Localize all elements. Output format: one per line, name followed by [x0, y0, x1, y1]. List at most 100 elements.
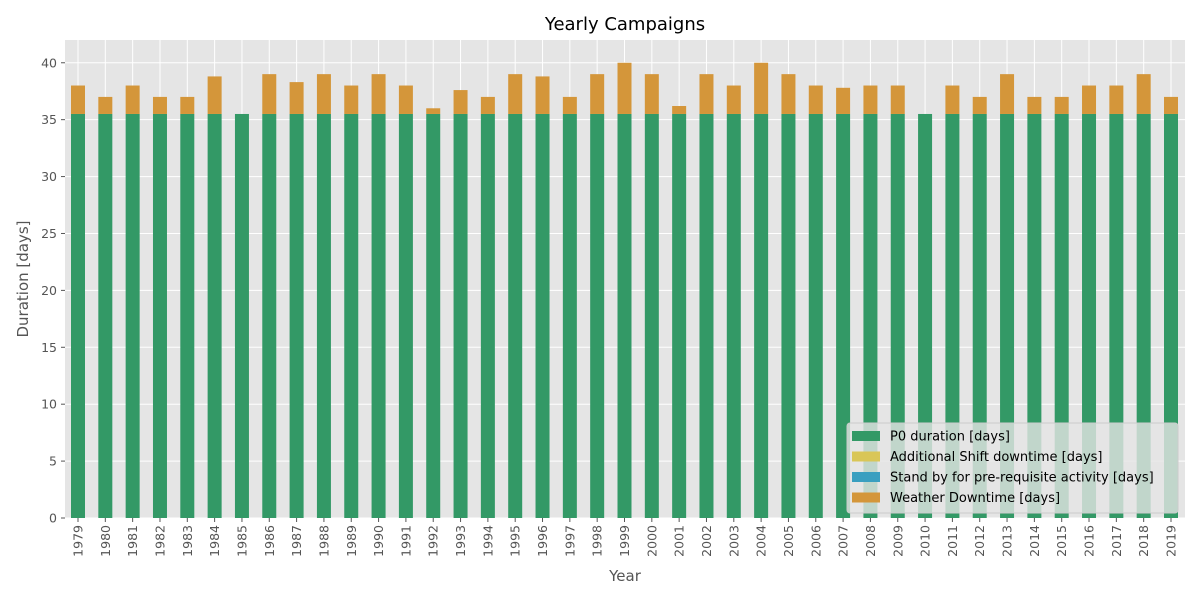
- x-tick-label: 1982: [152, 525, 167, 557]
- bar-segment: [508, 74, 523, 114]
- y-axis-title: Duration [days]: [14, 220, 32, 337]
- bar-segment: [644, 113, 659, 518]
- bar-segment: [836, 87, 851, 114]
- x-tick-label: 1981: [125, 525, 140, 557]
- bar-segment: [699, 113, 714, 518]
- x-tick-label: 1984: [207, 525, 222, 557]
- bar-segment: [71, 113, 85, 518]
- bar-segment: [1136, 74, 1151, 114]
- bar-segment: [590, 74, 605, 114]
- x-tick-label: 2000: [644, 525, 659, 557]
- bar-segment: [535, 113, 550, 518]
- bar-segment: [1027, 113, 1042, 518]
- legend-label: P0 duration [days]: [890, 430, 1010, 445]
- x-tick-label: 1983: [180, 525, 195, 557]
- bar-segment: [207, 113, 222, 518]
- y-tick-label: 5: [49, 454, 57, 469]
- x-tick-label: 2002: [699, 525, 714, 557]
- x-tick-label: 1995: [508, 525, 523, 557]
- legend-swatch: [852, 492, 880, 503]
- bar-segment: [71, 85, 85, 114]
- bar-segment: [836, 113, 851, 518]
- bar-segment: [945, 113, 960, 518]
- bar-segment: [1109, 113, 1124, 518]
- bar-segment: [125, 113, 140, 518]
- bar-segment: [426, 108, 441, 114]
- bar-segment: [535, 76, 550, 114]
- y-tick-label: 0: [49, 511, 57, 526]
- bar-segment: [726, 85, 741, 114]
- bar-segment: [781, 113, 796, 518]
- x-axis-title: Year: [608, 567, 642, 585]
- x-tick-label: 1989: [344, 525, 359, 557]
- bar-segment: [480, 96, 495, 114]
- bar-segment: [1000, 74, 1015, 114]
- x-tick-label: 2012: [972, 525, 987, 557]
- legend-label: Weather Downtime [days]: [890, 491, 1060, 506]
- x-tick-label: 2007: [836, 525, 851, 557]
- bar-segment: [699, 74, 714, 114]
- bar-segment: [371, 113, 386, 518]
- bar-segment: [344, 85, 359, 114]
- bar-segment: [562, 113, 577, 518]
- bar-segment: [918, 113, 933, 518]
- bar-segment: [890, 85, 905, 114]
- x-tick-label: 1998: [590, 525, 605, 557]
- x-tick-label: 2010: [918, 525, 933, 557]
- bar-segment: [972, 96, 987, 114]
- bar-segment: [98, 113, 113, 518]
- bar-segment: [863, 85, 878, 114]
- bar-segment: [180, 96, 195, 114]
- bar-segment: [1082, 85, 1097, 114]
- x-tick-label: 1991: [398, 525, 413, 557]
- bar-segment: [426, 113, 441, 518]
- x-tick-label: 2015: [1054, 525, 1069, 557]
- x-tick-label: 2019: [1164, 525, 1179, 557]
- legend-swatch: [852, 431, 880, 441]
- bar-segment: [398, 113, 413, 518]
- bar-segment: [1000, 113, 1015, 518]
- x-tick-label: 1985: [234, 525, 249, 557]
- bar-segment: [234, 113, 249, 518]
- x-tick-label: 1986: [262, 525, 277, 557]
- bar-segment: [781, 74, 796, 114]
- bar-segment: [808, 113, 823, 518]
- x-tick-label: 1979: [71, 525, 86, 557]
- bar-segment: [344, 113, 359, 518]
- bar-segment: [508, 113, 523, 518]
- x-tick-label: 2001: [672, 525, 687, 557]
- bar-segment: [316, 113, 331, 518]
- y-tick-label: 10: [41, 397, 57, 412]
- x-tick-label: 2013: [1000, 525, 1015, 557]
- y-tick-label: 30: [41, 169, 57, 184]
- chart-title: Yearly Campaigns: [544, 14, 705, 35]
- x-tick-label: 2016: [1082, 525, 1097, 557]
- bar-segment: [262, 113, 277, 518]
- x-tick-label: 2011: [945, 525, 960, 557]
- bar-segment: [316, 74, 331, 114]
- x-tick-label: 1999: [617, 525, 632, 557]
- bar-segment: [453, 113, 468, 518]
- bar-segment: [1164, 113, 1178, 518]
- legend-label: Stand by for pre-requisite activity [day…: [890, 471, 1154, 486]
- x-tick-label: 1997: [562, 525, 577, 557]
- y-tick-label: 20: [41, 283, 57, 298]
- y-axis-ticks: 0 5 10 15 20 25 30 35 40: [41, 55, 65, 526]
- legend-box: [846, 422, 1179, 514]
- x-tick-label: 1990: [371, 525, 386, 557]
- bar-segment: [726, 113, 741, 518]
- bar-segment: [562, 96, 577, 114]
- bar-segment: [863, 113, 878, 518]
- x-tick-label: 2004: [754, 525, 769, 557]
- x-tick-label: 1996: [535, 525, 550, 557]
- x-axis-ticks: 1979 1980 1981 1982 1983 1984 1985 1986 1987 1988…: [71, 518, 1179, 557]
- bar-segment: [152, 96, 167, 114]
- legend: P0 duration [days] Additional Shift downt…: [846, 422, 1179, 514]
- x-tick-label: 2008: [863, 525, 878, 557]
- bar-segment: [289, 113, 304, 518]
- x-tick-label: 2006: [808, 525, 823, 557]
- bar-segment: [398, 85, 413, 114]
- y-tick-label: 15: [41, 340, 57, 355]
- bar-segment: [890, 113, 905, 518]
- bar-segment: [125, 85, 140, 114]
